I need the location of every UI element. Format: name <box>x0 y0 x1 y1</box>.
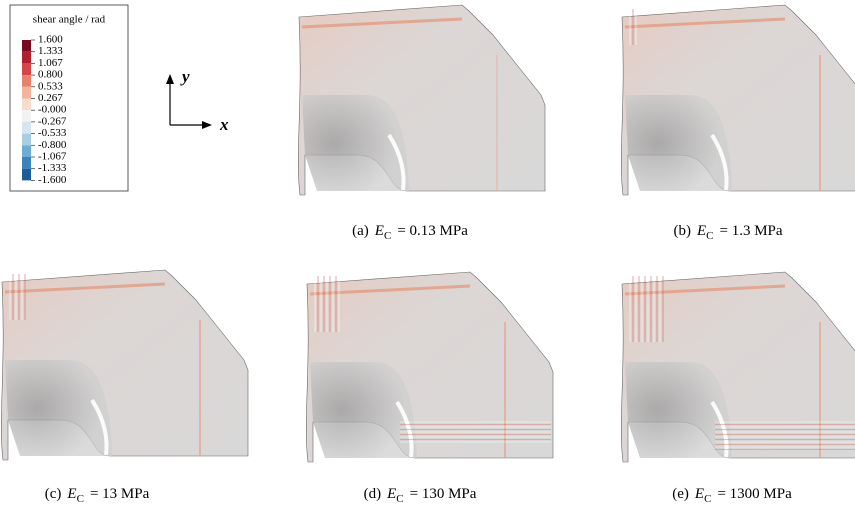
legend-label: 0.533 <box>38 80 63 92</box>
panel-caption: (d)EC = 130 MPa <box>364 486 477 504</box>
x-axis-label: x <box>219 115 229 134</box>
caption-subscript: C <box>77 493 84 505</box>
legend-swatch <box>22 40 31 52</box>
legend-label: -0.267 <box>38 115 67 127</box>
y-axis-label: y <box>180 67 190 86</box>
simulation-panel <box>621 5 855 195</box>
figure: shear angle / rad y x 1.6001.3331.0670.8… <box>0 0 855 507</box>
caption-tag: (c) <box>45 486 62 502</box>
legend-swatch <box>22 87 31 99</box>
caption-tag: (d) <box>364 486 382 502</box>
legend-swatch <box>22 75 31 87</box>
caption-variable: E <box>374 223 384 239</box>
legend-swatch <box>22 157 31 169</box>
legend-swatch <box>22 145 31 157</box>
simulation-panel <box>1 270 248 460</box>
caption-subscript: C <box>396 493 403 505</box>
legend-label: -1.333 <box>38 162 67 174</box>
legend-label: 1.600 <box>38 34 63 46</box>
panel-caption: (c)EC = 13 MPa <box>45 486 150 504</box>
simulation-panel <box>306 272 553 462</box>
legend-swatch <box>22 134 31 146</box>
legend-label: -0.533 <box>38 127 67 139</box>
legend-title: shear angle / rad <box>33 14 106 26</box>
legend-swatch <box>22 99 31 111</box>
legend-swatch <box>22 110 31 122</box>
simulation-panel <box>298 5 545 195</box>
panel-caption: (b) EC = 1.3 MPa <box>673 223 782 241</box>
legend-label: -1.067 <box>38 151 67 163</box>
legend-swatch <box>22 63 31 75</box>
caption-value: = 1300 MPa <box>717 486 792 502</box>
caption-tag: (e) <box>672 486 689 502</box>
caption-subscript: C <box>706 230 713 242</box>
caption-subscript: C <box>384 230 391 242</box>
panel-caption: (a) EC = 0.13 MPa <box>352 223 468 241</box>
legend-swatch <box>22 169 31 181</box>
caption-value: = 130 MPa <box>410 486 477 502</box>
legend-label: 1.067 <box>38 57 63 69</box>
legend-label: -0.000 <box>38 104 67 116</box>
caption-value: = 1.3 MPa <box>719 223 782 239</box>
caption-value: = 13 MPa <box>90 486 150 502</box>
caption-variable: E <box>694 486 704 502</box>
caption-variable: E <box>66 486 76 502</box>
legend-label: 1.333 <box>38 45 63 57</box>
legend-swatch <box>22 52 31 64</box>
caption-variable: E <box>696 223 706 239</box>
caption-subscript: C <box>704 493 711 505</box>
legend-label: -0.800 <box>38 139 67 151</box>
caption-tag: (b) <box>673 223 691 239</box>
caption-value: = 0.13 MPa <box>397 223 468 239</box>
legend-label: 0.267 <box>38 92 63 104</box>
legend-label: 0.800 <box>38 69 63 81</box>
simulation-panel <box>621 272 855 462</box>
panel-caption: (e) EC = 1300 MPa <box>672 486 792 504</box>
legend-label: -1.600 <box>38 174 67 186</box>
axes-indicator: y x <box>166 67 229 134</box>
figure-svg: shear angle / rad y x 1.6001.3331.0670.8… <box>0 0 855 507</box>
caption-variable: E <box>386 486 396 502</box>
legend-swatch <box>22 122 31 134</box>
caption-tag: (a) <box>352 223 369 239</box>
